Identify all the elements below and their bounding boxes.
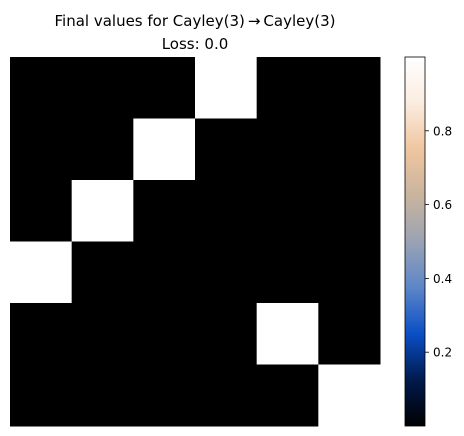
heatmap-cell-r3-c4 [256,241,319,304]
heatmap-cell-r3-c5 [318,241,381,304]
heatmap-cell-r2-c4 [256,180,319,242]
colorbar-tick-label: 0.8 [433,124,452,138]
heatmap-cell-r2-c1 [71,180,134,242]
heatmap-cell-r4-c4 [256,303,319,365]
heatmap-cell-r1-c5 [318,118,381,181]
heatmap-cell-r5-c3 [195,364,258,427]
colorbar-tick-label: 0.2 [433,346,452,360]
heatmap-cell-r0-c1 [71,57,134,119]
heatmap-cell-r0-c5 [318,57,381,119]
heatmap-cell-r5-c5 [318,364,381,427]
heatmap-cell-r4-c5 [318,303,381,365]
heatmap-cell-r2-c3 [195,180,258,242]
heatmap-cell-r4-c0 [10,303,73,365]
heatmap-cell-r2-c2 [133,180,196,242]
heatmap-cell-r0-c0 [10,57,73,119]
colorbar-gradient [404,56,426,427]
heatmap-cell-r0-c4 [256,57,319,119]
heatmap-cell-r5-c0 [10,364,73,427]
heatmap-cell-r4-c3 [195,303,258,365]
chart-subtitle: Loss: 0.0 [162,35,229,53]
heatmap-cell-r1-c2 [133,118,196,181]
colorbar-tick-label: 0.4 [433,272,452,286]
heatmap-cell-r1-c0 [10,118,73,181]
heatmap-cell-r2-c0 [10,180,73,242]
heatmap-cell-r5-c4 [256,364,319,427]
heatmap-cell-r0-c2 [133,57,196,119]
heatmap-cell-r1-c1 [71,118,134,181]
heatmap-cell-r0-c3 [195,57,258,119]
heatmap-cell-r2-c5 [318,180,381,242]
heatmap-cell-r3-c3 [195,241,258,304]
colorbar-ticks: 0.2 0.4 0.6 0.8 [425,124,452,360]
heatmap-cell-r3-c1 [71,241,134,304]
chart-title: Final values for Cayley(3) → Cayley(3) [55,12,336,30]
heatmap-cell-r5-c2 [133,364,196,427]
colorbar: 0.2 0.4 0.6 0.8 [404,56,452,427]
heatmap-cells [10,57,381,427]
heatmap-cell-r4-c2 [133,303,196,365]
heatmap-cell-r1-c3 [195,118,258,181]
colorbar-tick-label: 0.6 [433,198,452,212]
heatmap-cell-r5-c1 [71,364,134,427]
heatmap-cell-r3-c2 [133,241,196,304]
heatmap-cell-r1-c4 [256,118,319,181]
heatmap-cell-r3-c0 [10,241,73,304]
heatmap-cell-r4-c1 [71,303,134,365]
